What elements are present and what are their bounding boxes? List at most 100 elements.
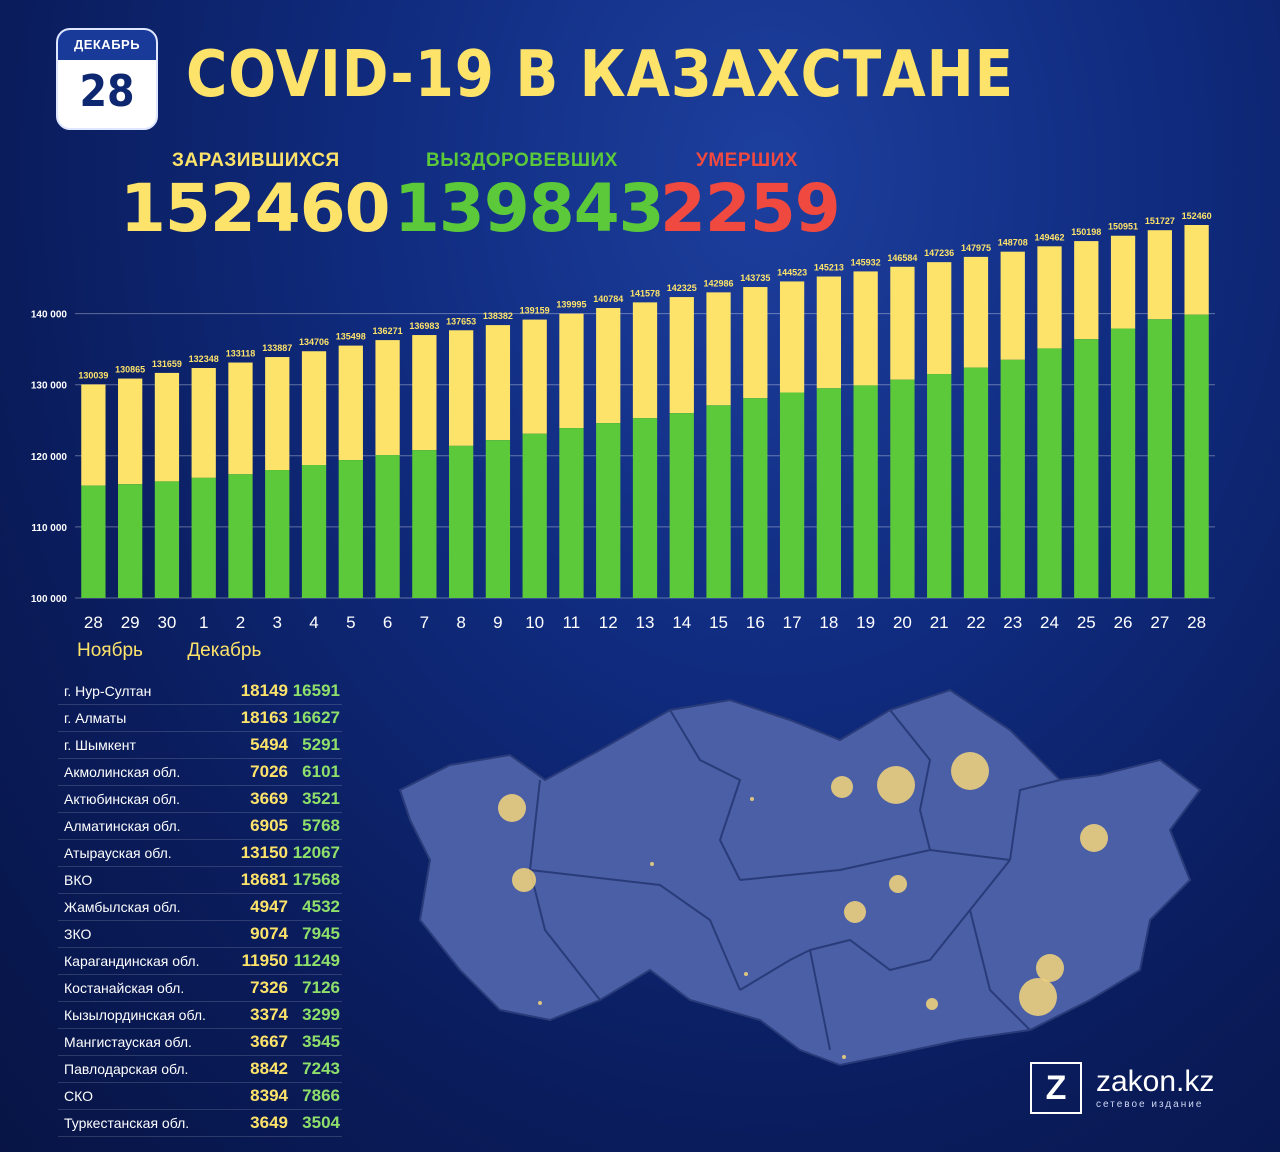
bar-infected (1000, 251, 1025, 360)
x-tick-label: 28 (84, 613, 103, 632)
stat-deaths-label: УМЕРШИХ (696, 150, 798, 171)
stat-deaths-value: 2259 (660, 170, 841, 247)
map-border (739, 949, 811, 991)
map-bubble (1036, 954, 1064, 982)
region-name: ВКО (64, 872, 93, 888)
bar-recovered (338, 460, 363, 598)
bar-data-label: 135498 (336, 332, 366, 342)
date-badge: ДЕКАБРЬ 28 (56, 28, 158, 130)
bar-infected (228, 362, 253, 475)
table-row: ВКО 18681 17568 (58, 867, 342, 894)
region-name: г. Алматы (64, 710, 127, 726)
region-recovered: 7866 (302, 1086, 340, 1105)
region-recovered: 17568 (292, 870, 340, 889)
bar-infected (927, 262, 952, 375)
zakon-logo: Z zakon.kz сетевое издание (1030, 1062, 1214, 1114)
bar-infected (412, 335, 437, 451)
bar-recovered (154, 481, 180, 598)
bar-infected (963, 256, 989, 368)
bar-data-label: 139159 (520, 306, 550, 316)
bar-infected (448, 330, 474, 446)
region-name: Атырауская обл. (64, 845, 172, 861)
x-tick-label: 14 (672, 613, 691, 632)
bar-data-label: 137653 (446, 316, 476, 326)
bar-data-label: 130865 (115, 365, 145, 375)
x-tick-label: 20 (893, 613, 912, 632)
region-infected: 11950 (241, 951, 288, 970)
bar-data-label: 144523 (777, 267, 807, 277)
bar-recovered (632, 418, 658, 598)
x-tick-label: 12 (599, 613, 618, 632)
bar-data-label: 142986 (704, 278, 734, 288)
region-recovered: 7243 (302, 1059, 340, 1078)
x-tick-label: 4 (309, 613, 318, 632)
x-tick-label: 19 (856, 613, 875, 632)
map-border (889, 709, 932, 851)
bar-data-label: 142325 (667, 283, 697, 293)
x-tick-label: 29 (121, 613, 140, 632)
bar-infected (301, 351, 327, 466)
map-bubble (750, 797, 754, 801)
region-infected: 18163 (240, 708, 288, 727)
bar-recovered (1110, 328, 1136, 598)
bar-recovered (743, 398, 768, 598)
bar-infected (632, 302, 658, 419)
table-row: Костанайская обл. 7326 7126 (58, 975, 342, 1002)
region-recovered: 5291 (302, 735, 340, 754)
logo-sub: сетевое издание (1096, 1098, 1204, 1110)
map-border (669, 709, 742, 881)
bar-infected (485, 325, 511, 441)
region-infected: 4947 (250, 897, 288, 916)
kazakhstan-map (398, 688, 1202, 1067)
region-recovered: 3545 (302, 1032, 340, 1051)
bar-data-label: 145213 (814, 263, 844, 273)
map-border (809, 909, 971, 972)
region-name: Актюбинская обл. (64, 791, 181, 807)
bar-recovered (375, 455, 400, 598)
bar-data-label: 130039 (78, 370, 108, 380)
bar-infected (779, 281, 805, 393)
map-country-shape (398, 688, 1202, 1067)
month-label-nov: Ноябрь (77, 640, 143, 661)
stat-recovered-value: 139843 (394, 170, 665, 247)
bar-infected (1110, 235, 1136, 329)
bar-infected (743, 287, 768, 399)
bar-data-label: 133887 (262, 343, 292, 353)
bar-data-label: 152460 (1182, 211, 1212, 221)
y-tick-label: 140 000 (31, 310, 68, 321)
bar-recovered (963, 367, 989, 598)
region-name: Костанайская обл. (64, 980, 185, 996)
bar-recovered (1000, 359, 1025, 598)
cases-bar-chart: 100 000 110 000 120 000 130 000 140 000 13003… (31, 211, 1215, 661)
map-bubble (1019, 978, 1057, 1016)
region-infected: 3667 (250, 1032, 288, 1051)
map-region-borders (528, 709, 1061, 1051)
region-infected: 6905 (250, 816, 288, 835)
region-infected: 8842 (250, 1059, 288, 1078)
table-row: Алматинская обл. 6905 5768 (58, 813, 342, 840)
bar-infected (191, 367, 216, 478)
logo-mark: Z (1030, 1062, 1082, 1114)
table-row: Акмолинская обл. 7026 6101 (58, 759, 342, 786)
region-name: Кызылординская обл. (64, 1007, 206, 1023)
region-infected: 13150 (240, 843, 288, 862)
date-month: ДЕКАБРЬ (58, 30, 156, 60)
table-row: г. Нур-Султан 18149 16591 (58, 678, 342, 705)
region-recovered: 11249 (293, 951, 340, 970)
y-tick-label: 100 000 (31, 594, 68, 605)
region-infected: 7326 (250, 978, 288, 997)
bar-recovered (779, 392, 805, 598)
map-bubble (951, 752, 989, 790)
region-recovered: 3299 (302, 1005, 340, 1024)
region-recovered: 5768 (302, 816, 340, 835)
bar-recovered (890, 379, 915, 598)
bar-recovered (301, 465, 327, 598)
region-recovered: 7945 (302, 924, 340, 943)
map-border (529, 869, 741, 991)
bar-infected (706, 292, 731, 406)
bar-data-label: 132348 (189, 354, 219, 364)
bar-recovered (1037, 348, 1062, 598)
map-border (528, 779, 601, 1001)
date-day: 28 (79, 66, 135, 117)
table-row: Туркестанская обл. 3649 3504 (58, 1110, 342, 1137)
